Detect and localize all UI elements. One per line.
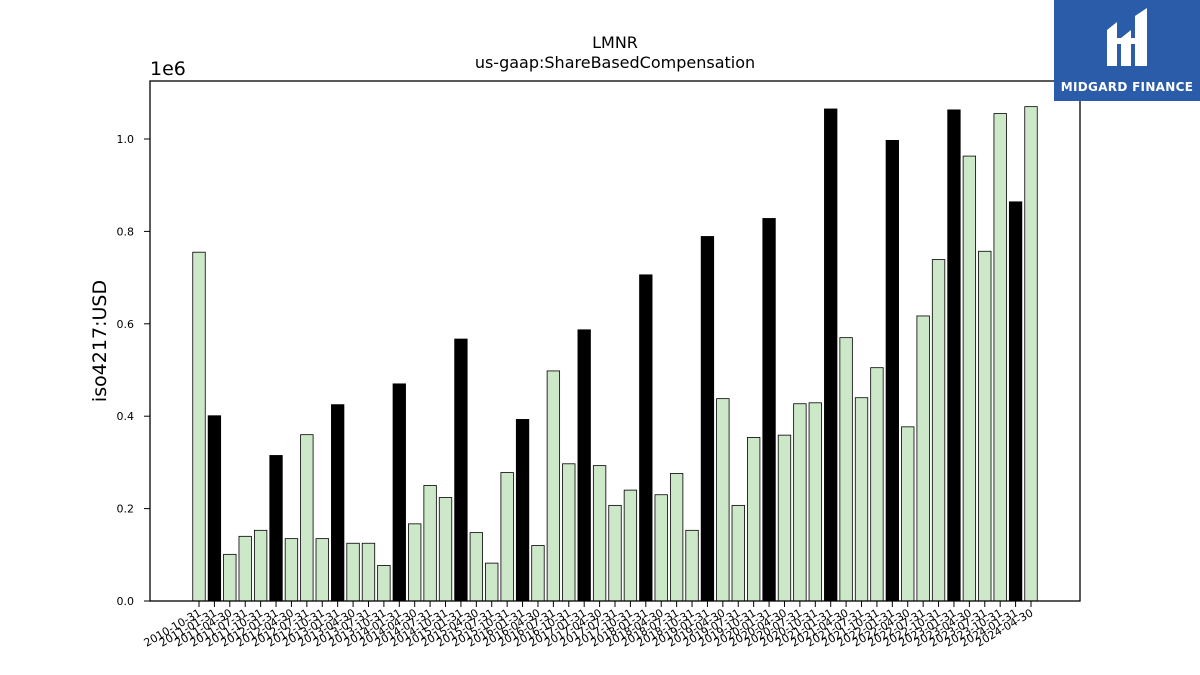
bar-2015-10-31 — [500, 472, 514, 602]
bar-2012-01-31 — [269, 455, 283, 602]
bar-2016-10-31 — [562, 463, 576, 602]
y-tick-label: 0.6 — [117, 318, 135, 331]
bar-2019-07-31 — [731, 504, 745, 602]
bar-2011-07-31 — [238, 535, 252, 602]
bar-2011-01-31 — [207, 415, 222, 602]
bar-2021-04-30 — [839, 337, 853, 602]
bar-2013-04-30 — [346, 542, 360, 602]
plot-frame — [149, 80, 1081, 602]
bar-2024-04-30 — [1024, 106, 1038, 602]
y-axis-label: iso4217:USD — [89, 280, 111, 402]
bar-2020-01-31 — [762, 218, 776, 602]
bar-2023-01-31 — [947, 109, 961, 602]
bar-2010-10-31 — [192, 251, 206, 602]
bars-group — [192, 106, 1038, 602]
bar-2014-07-31 — [423, 485, 437, 602]
bar-2019-04-30 — [716, 398, 730, 602]
bar-2013-07-31 — [361, 542, 376, 602]
bar-2022-07-31 — [916, 315, 930, 602]
bar-2016-04-30 — [531, 545, 545, 602]
bar-2017-07-31 — [608, 504, 622, 602]
bar-2018-07-31 — [669, 473, 684, 602]
bar-2013-10-31 — [377, 565, 391, 602]
bar-2015-01-31 — [454, 338, 468, 602]
bar-2012-04-30 — [284, 538, 299, 602]
bar-2018-01-31 — [639, 274, 653, 602]
x-axis: 2010-10-312011-01-312011-04-302011-07-31… — [142, 601, 1036, 650]
bar-2024-01-31 — [1008, 201, 1023, 602]
bar-2017-04-30 — [592, 465, 607, 602]
chart-title: LMNR — [592, 33, 638, 52]
bar-2015-04-30 — [469, 532, 483, 602]
y-tick-label: 0.2 — [117, 503, 135, 516]
bar-2022-04-30 — [901, 426, 915, 602]
bar-2011-04-30 — [223, 553, 237, 602]
bar-2013-01-31 — [331, 404, 345, 602]
bar-2016-01-31 — [515, 419, 530, 602]
y-tick-label: 0.0 — [117, 595, 135, 608]
bar-2014-01-31 — [392, 383, 406, 602]
y-axis: 0.0 0.2 0.4 0.6 0.8 1.0 — [117, 133, 150, 608]
y-tick-label: 0.8 — [117, 225, 135, 238]
bar-2018-04-30 — [654, 494, 668, 602]
bar-2023-07-31 — [978, 250, 992, 602]
bar-2012-07-31 — [300, 434, 314, 602]
bar-2019-10-31 — [747, 437, 761, 602]
midgard-finance-logo: MIDGARD FINANCE — [1054, 0, 1200, 101]
bar-2021-01-31 — [824, 108, 838, 602]
bar-2021-10-31 — [870, 367, 884, 602]
chart-subtitle: us-gaap:ShareBasedCompensation — [475, 53, 755, 72]
bar-2021-07-31 — [854, 397, 869, 602]
bar-2011-10-31 — [253, 529, 268, 602]
bar-2019-01-31 — [700, 236, 715, 602]
bar-2012-10-31 — [315, 538, 329, 602]
bar-2017-01-31 — [577, 329, 591, 602]
bar-2023-04-30 — [962, 155, 977, 602]
bar-2022-10-31 — [931, 259, 946, 602]
y-tick-label: 1.0 — [117, 133, 135, 146]
bar-2020-04-30 — [777, 434, 792, 602]
bar-2014-04-30 — [408, 523, 422, 602]
bar-2017-10-31 — [623, 489, 638, 602]
logo-text: MIDGARD FINANCE — [1060, 80, 1194, 94]
bar-2020-10-31 — [808, 402, 822, 602]
bar-2015-07-31 — [485, 562, 499, 602]
bar-2023-10-31 — [993, 113, 1007, 602]
bar-2014-10-31 — [438, 497, 453, 602]
midgard-logo-icon — [1103, 8, 1151, 74]
bar-2022-01-31 — [885, 139, 899, 602]
bar-2020-07-31 — [793, 403, 807, 602]
y-tick-label: 0.4 — [117, 410, 135, 423]
y-multiplier-label: 1e6 — [150, 58, 186, 80]
bar-2016-07-31 — [546, 370, 561, 602]
bar-2018-10-31 — [685, 529, 699, 602]
